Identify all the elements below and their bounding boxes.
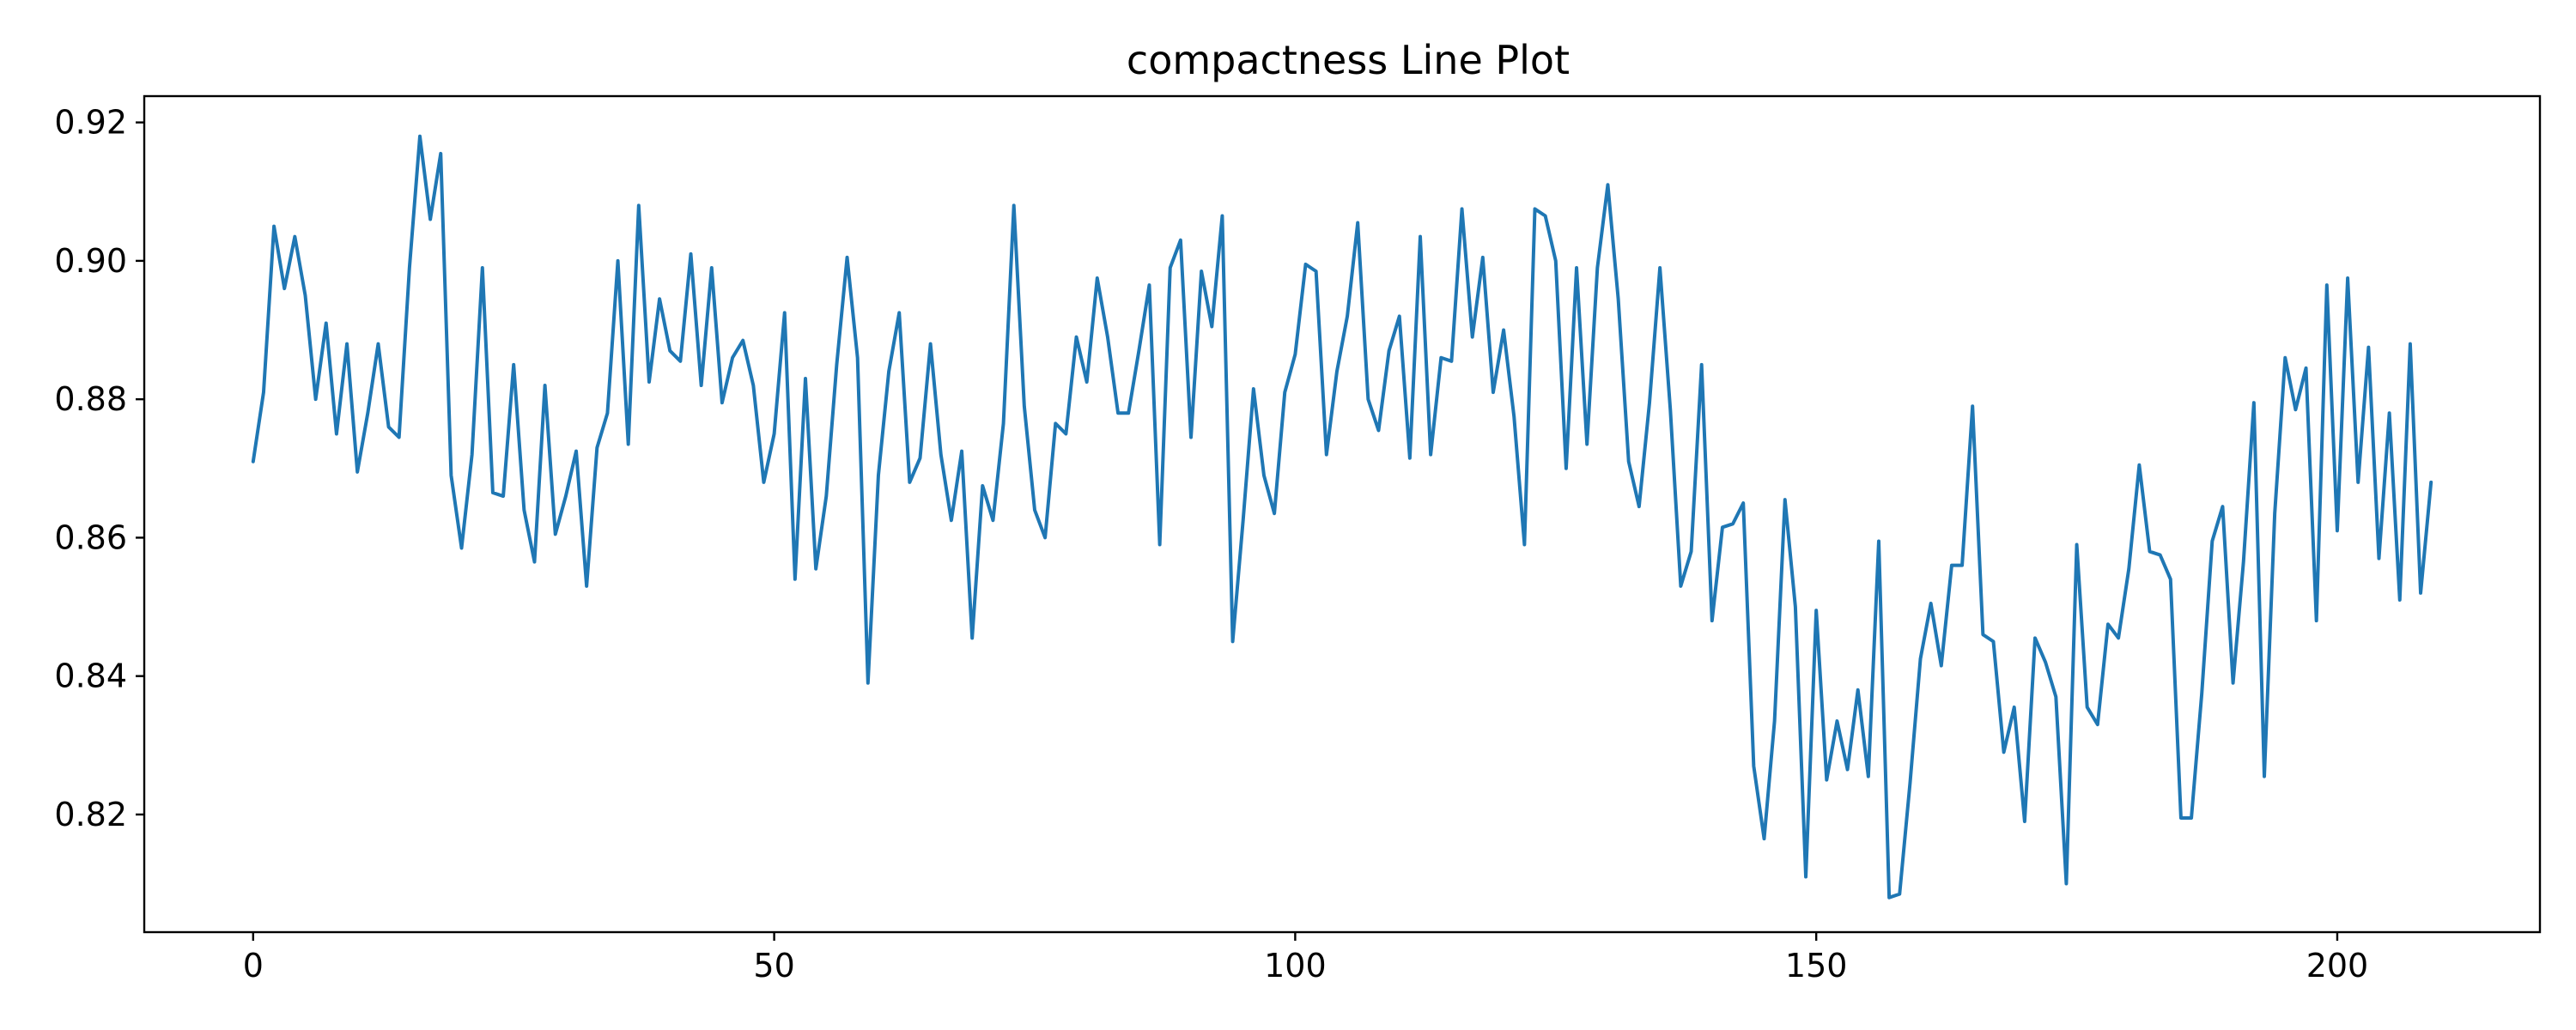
y-tick-label: 0.82 [54, 796, 127, 833]
x-tick-label: 150 [1785, 947, 1848, 985]
axes-frame [143, 94, 2542, 934]
y-tick-label: 0.92 [54, 104, 127, 142]
x-tick-label: 100 [1264, 947, 1327, 985]
x-tick-label: 200 [2306, 947, 2369, 985]
plot-area [143, 94, 2542, 934]
y-tick-label: 0.90 [54, 242, 127, 280]
y-tick-label: 0.88 [54, 380, 127, 418]
data-points [252, 136, 2432, 898]
x-tick-label: 0 [243, 947, 264, 985]
y-tick-label: 0.86 [54, 518, 127, 556]
x-tick-label: 50 [753, 947, 794, 985]
y-axis: 0.82 0.84 0.86 0.88 0.90 0.92 [54, 104, 144, 833]
chart-title: compactness Line Plot [1127, 37, 1570, 83]
series-line [251, 134, 2433, 900]
y-tick-label: 0.84 [54, 657, 127, 695]
x-axis: 0 50 100 150 200 [243, 932, 2369, 985]
